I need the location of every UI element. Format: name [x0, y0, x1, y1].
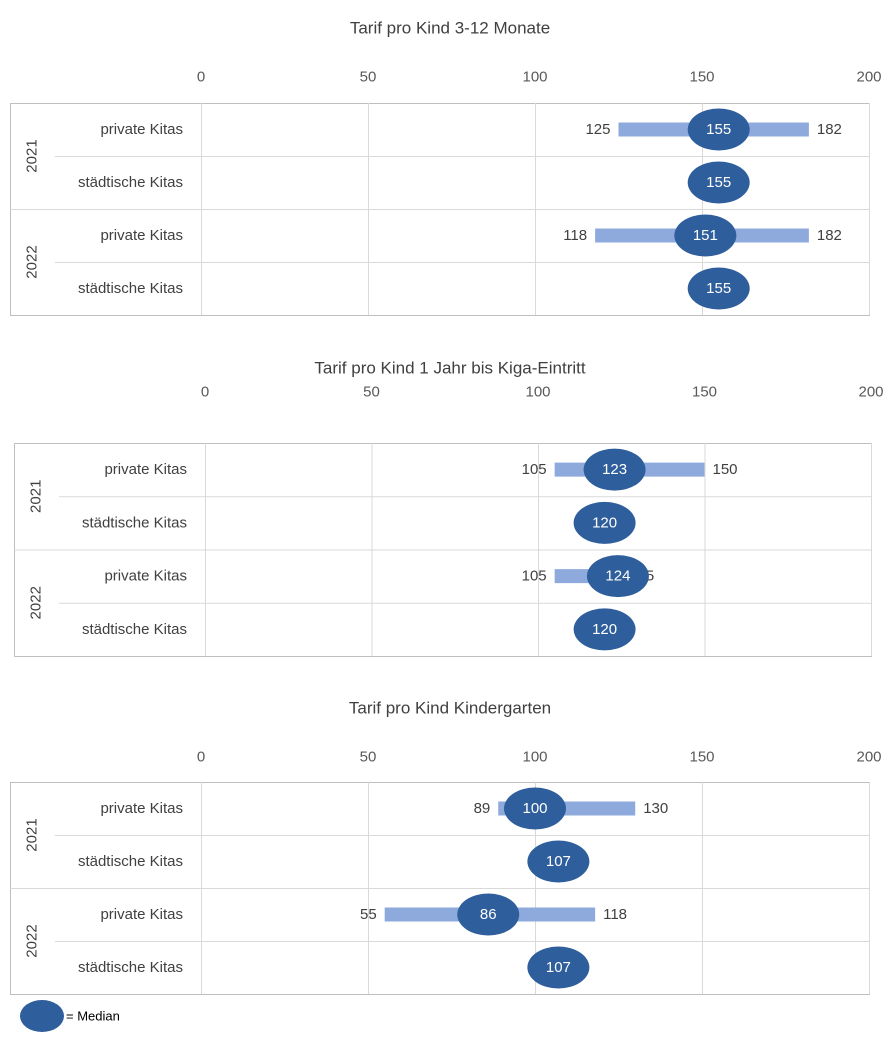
x-tick-label: 0: [201, 384, 209, 401]
min-label: 105: [522, 461, 547, 478]
median-marker: [586, 555, 649, 598]
median-label: 155: [706, 174, 731, 191]
x-tick-label: 150: [689, 69, 714, 86]
x-tick-label: 0: [197, 749, 205, 766]
max-label: 150: [713, 461, 738, 478]
min-label: 89: [474, 800, 491, 817]
x-tick-label: 50: [363, 384, 380, 401]
median-marker: [687, 161, 750, 204]
category-label: städtische Kitas: [82, 621, 187, 638]
median-marker: [687, 267, 750, 310]
x-tick-label: 200: [858, 384, 883, 401]
chart-panel: Tarif pro Kind 3-12 Monate 0 50 100 150 200 20…: [10, 19, 882, 316]
median-label: 155: [706, 121, 731, 138]
min-label: 55: [360, 906, 377, 923]
group-label: 2021: [28, 480, 45, 513]
median-label: 120: [592, 621, 617, 638]
median-label: 151: [693, 227, 718, 244]
group-label: 2022: [24, 924, 41, 957]
legend-label: = Median: [66, 1009, 120, 1024]
max-label: 130: [643, 800, 668, 817]
category-label: private Kitas: [100, 121, 183, 138]
median-label: 107: [546, 853, 571, 870]
chart-title: Tarif pro Kind 3-12 Monate: [350, 19, 550, 38]
min-label: 125: [585, 121, 610, 138]
median-marker: [573, 608, 636, 651]
legend: = Median: [20, 1000, 120, 1032]
median-marker: [674, 214, 737, 257]
median-label: 86: [480, 906, 497, 923]
group-label: 2021: [24, 139, 41, 172]
x-tick-label: 50: [360, 749, 377, 766]
chart-panel: Tarif pro Kind 1 Jahr bis Kiga-Eintritt 0…: [14, 359, 884, 657]
group-label: 2021: [24, 818, 41, 851]
median-marker: [527, 946, 590, 989]
min-label: 105: [522, 568, 547, 585]
category-label: private Kitas: [100, 227, 183, 244]
x-tick-label: 100: [522, 749, 547, 766]
median-label: 100: [522, 800, 547, 817]
category-label: städtische Kitas: [78, 853, 183, 870]
median-marker: [457, 893, 520, 936]
max-label: 118: [603, 906, 627, 923]
median-label: 155: [706, 280, 731, 297]
x-tick-label: 150: [689, 749, 714, 766]
median-label: 124: [605, 568, 630, 585]
category-label: private Kitas: [100, 906, 183, 923]
x-tick-label: 100: [525, 384, 550, 401]
group-label: 2022: [28, 586, 45, 619]
x-tick-label: 200: [856, 69, 881, 86]
x-tick-label: 150: [692, 384, 717, 401]
median-label: 107: [546, 959, 571, 976]
group-label: 2022: [24, 245, 41, 278]
median-marker: [687, 108, 750, 151]
median-label: 120: [592, 514, 617, 531]
x-tick-label: 0: [197, 69, 205, 86]
x-tick-label: 50: [360, 69, 377, 86]
legend-median-marker: [20, 1000, 64, 1032]
max-label: 182: [817, 227, 842, 244]
median-label: 123: [602, 461, 627, 478]
chart-title: Tarif pro Kind Kindergarten: [349, 699, 551, 718]
min-label: 118: [563, 227, 587, 244]
median-marker: [583, 448, 646, 491]
category-label: städtische Kitas: [78, 959, 183, 976]
median-marker: [573, 501, 636, 544]
median-marker: [504, 787, 566, 830]
x-tick-label: 200: [856, 749, 881, 766]
chart-panel: Tarif pro Kind Kindergarten 0 50 100 150 200 2…: [10, 699, 882, 995]
category-label: städtische Kitas: [82, 514, 187, 531]
category-label: private Kitas: [104, 568, 187, 585]
median-marker: [527, 840, 590, 883]
category-label: städtische Kitas: [78, 280, 183, 297]
category-label: private Kitas: [104, 461, 187, 478]
chart-title: Tarif pro Kind 1 Jahr bis Kiga-Eintritt: [314, 359, 585, 378]
category-label: private Kitas: [100, 800, 183, 817]
x-tick-label: 100: [522, 69, 547, 86]
category-label: städtische Kitas: [78, 174, 183, 191]
max-label: 182: [817, 121, 842, 138]
